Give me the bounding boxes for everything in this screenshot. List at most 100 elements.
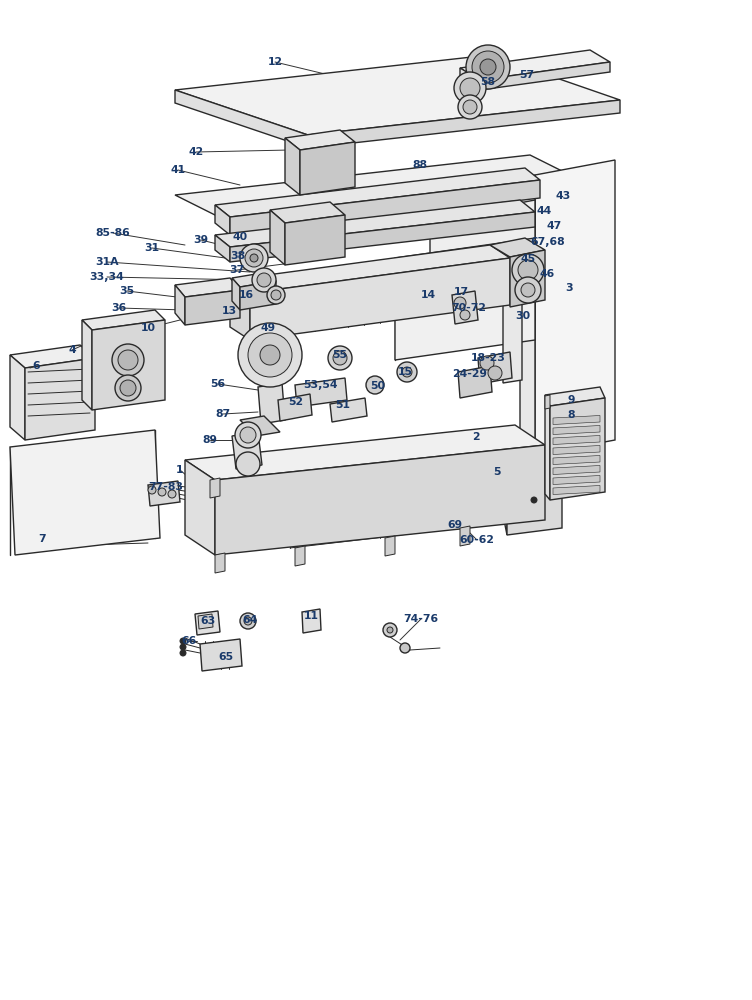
Circle shape [454, 297, 466, 309]
Circle shape [245, 249, 263, 267]
Polygon shape [452, 291, 478, 324]
Polygon shape [505, 448, 562, 465]
Circle shape [244, 617, 252, 625]
Text: 43: 43 [556, 191, 571, 201]
Polygon shape [185, 460, 215, 555]
Circle shape [515, 277, 541, 303]
Polygon shape [503, 255, 522, 383]
Polygon shape [270, 202, 345, 223]
Text: 31A: 31A [96, 257, 119, 267]
Text: 31: 31 [144, 243, 159, 253]
Polygon shape [230, 180, 540, 235]
Polygon shape [520, 175, 535, 462]
Polygon shape [308, 100, 620, 148]
Circle shape [120, 380, 136, 396]
Text: 47: 47 [547, 221, 562, 231]
Circle shape [463, 100, 477, 114]
Text: 16: 16 [238, 290, 253, 300]
Polygon shape [300, 142, 355, 195]
Polygon shape [92, 320, 165, 410]
Polygon shape [198, 614, 213, 629]
Circle shape [518, 260, 538, 280]
Text: 51: 51 [335, 400, 350, 410]
Circle shape [180, 638, 186, 644]
Polygon shape [232, 278, 240, 310]
Text: 7: 7 [38, 534, 46, 544]
Polygon shape [545, 395, 550, 409]
Text: 53,54: 53,54 [303, 380, 337, 390]
Polygon shape [553, 456, 600, 464]
Text: 77-83: 77-83 [148, 482, 183, 492]
Text: 57: 57 [520, 70, 535, 80]
Circle shape [466, 45, 510, 89]
Circle shape [260, 345, 280, 365]
Polygon shape [285, 130, 355, 150]
Text: 58: 58 [481, 77, 496, 87]
Polygon shape [553, 486, 600, 494]
Circle shape [271, 290, 281, 300]
Text: 70-72: 70-72 [451, 303, 487, 313]
Polygon shape [553, 436, 600, 444]
Polygon shape [232, 432, 262, 469]
Circle shape [158, 488, 166, 496]
Polygon shape [230, 280, 250, 340]
Polygon shape [240, 281, 276, 310]
Text: 8: 8 [567, 410, 575, 420]
Polygon shape [295, 546, 305, 566]
Text: 42: 42 [188, 147, 204, 157]
Text: 60-62: 60-62 [459, 535, 495, 545]
Text: 2: 2 [472, 432, 480, 442]
Text: 55: 55 [332, 350, 347, 360]
Polygon shape [270, 210, 285, 265]
Text: 56: 56 [211, 379, 226, 389]
Polygon shape [302, 609, 321, 633]
Circle shape [458, 95, 482, 119]
Circle shape [333, 351, 347, 365]
Text: 65: 65 [218, 652, 234, 662]
Polygon shape [215, 235, 230, 262]
Text: 39: 39 [193, 235, 208, 245]
Circle shape [250, 254, 258, 262]
Circle shape [257, 273, 271, 287]
Text: 49: 49 [260, 323, 275, 333]
Polygon shape [285, 138, 300, 195]
Polygon shape [195, 611, 220, 635]
Circle shape [383, 623, 397, 637]
Text: 5: 5 [493, 467, 501, 477]
Polygon shape [82, 310, 165, 330]
Polygon shape [295, 378, 347, 407]
Polygon shape [185, 425, 545, 480]
Circle shape [480, 356, 494, 370]
Polygon shape [550, 398, 605, 500]
Polygon shape [185, 290, 240, 325]
Text: 46: 46 [539, 269, 555, 279]
Polygon shape [215, 168, 540, 217]
Circle shape [531, 497, 537, 503]
Text: 52: 52 [289, 397, 304, 407]
Polygon shape [175, 155, 570, 215]
Text: 17: 17 [453, 287, 468, 297]
Polygon shape [490, 238, 545, 257]
Text: 50: 50 [371, 381, 386, 391]
Text: 66: 66 [181, 636, 196, 646]
Polygon shape [230, 245, 510, 293]
Text: 85-86: 85-86 [96, 228, 130, 238]
Text: 64: 64 [242, 615, 258, 625]
Polygon shape [553, 466, 600, 475]
Circle shape [180, 650, 186, 656]
Circle shape [480, 59, 496, 75]
Text: 4: 4 [68, 345, 76, 355]
Text: 41: 41 [171, 165, 186, 175]
Circle shape [240, 613, 256, 629]
Polygon shape [535, 160, 615, 455]
Text: 24-29: 24-29 [453, 369, 487, 379]
Polygon shape [460, 50, 610, 80]
Polygon shape [175, 278, 240, 297]
Text: 6: 6 [32, 361, 40, 371]
Polygon shape [148, 481, 180, 506]
Polygon shape [10, 345, 95, 368]
Text: 15: 15 [398, 367, 413, 377]
Text: 40: 40 [232, 232, 247, 242]
Circle shape [148, 486, 156, 494]
Polygon shape [25, 358, 95, 440]
